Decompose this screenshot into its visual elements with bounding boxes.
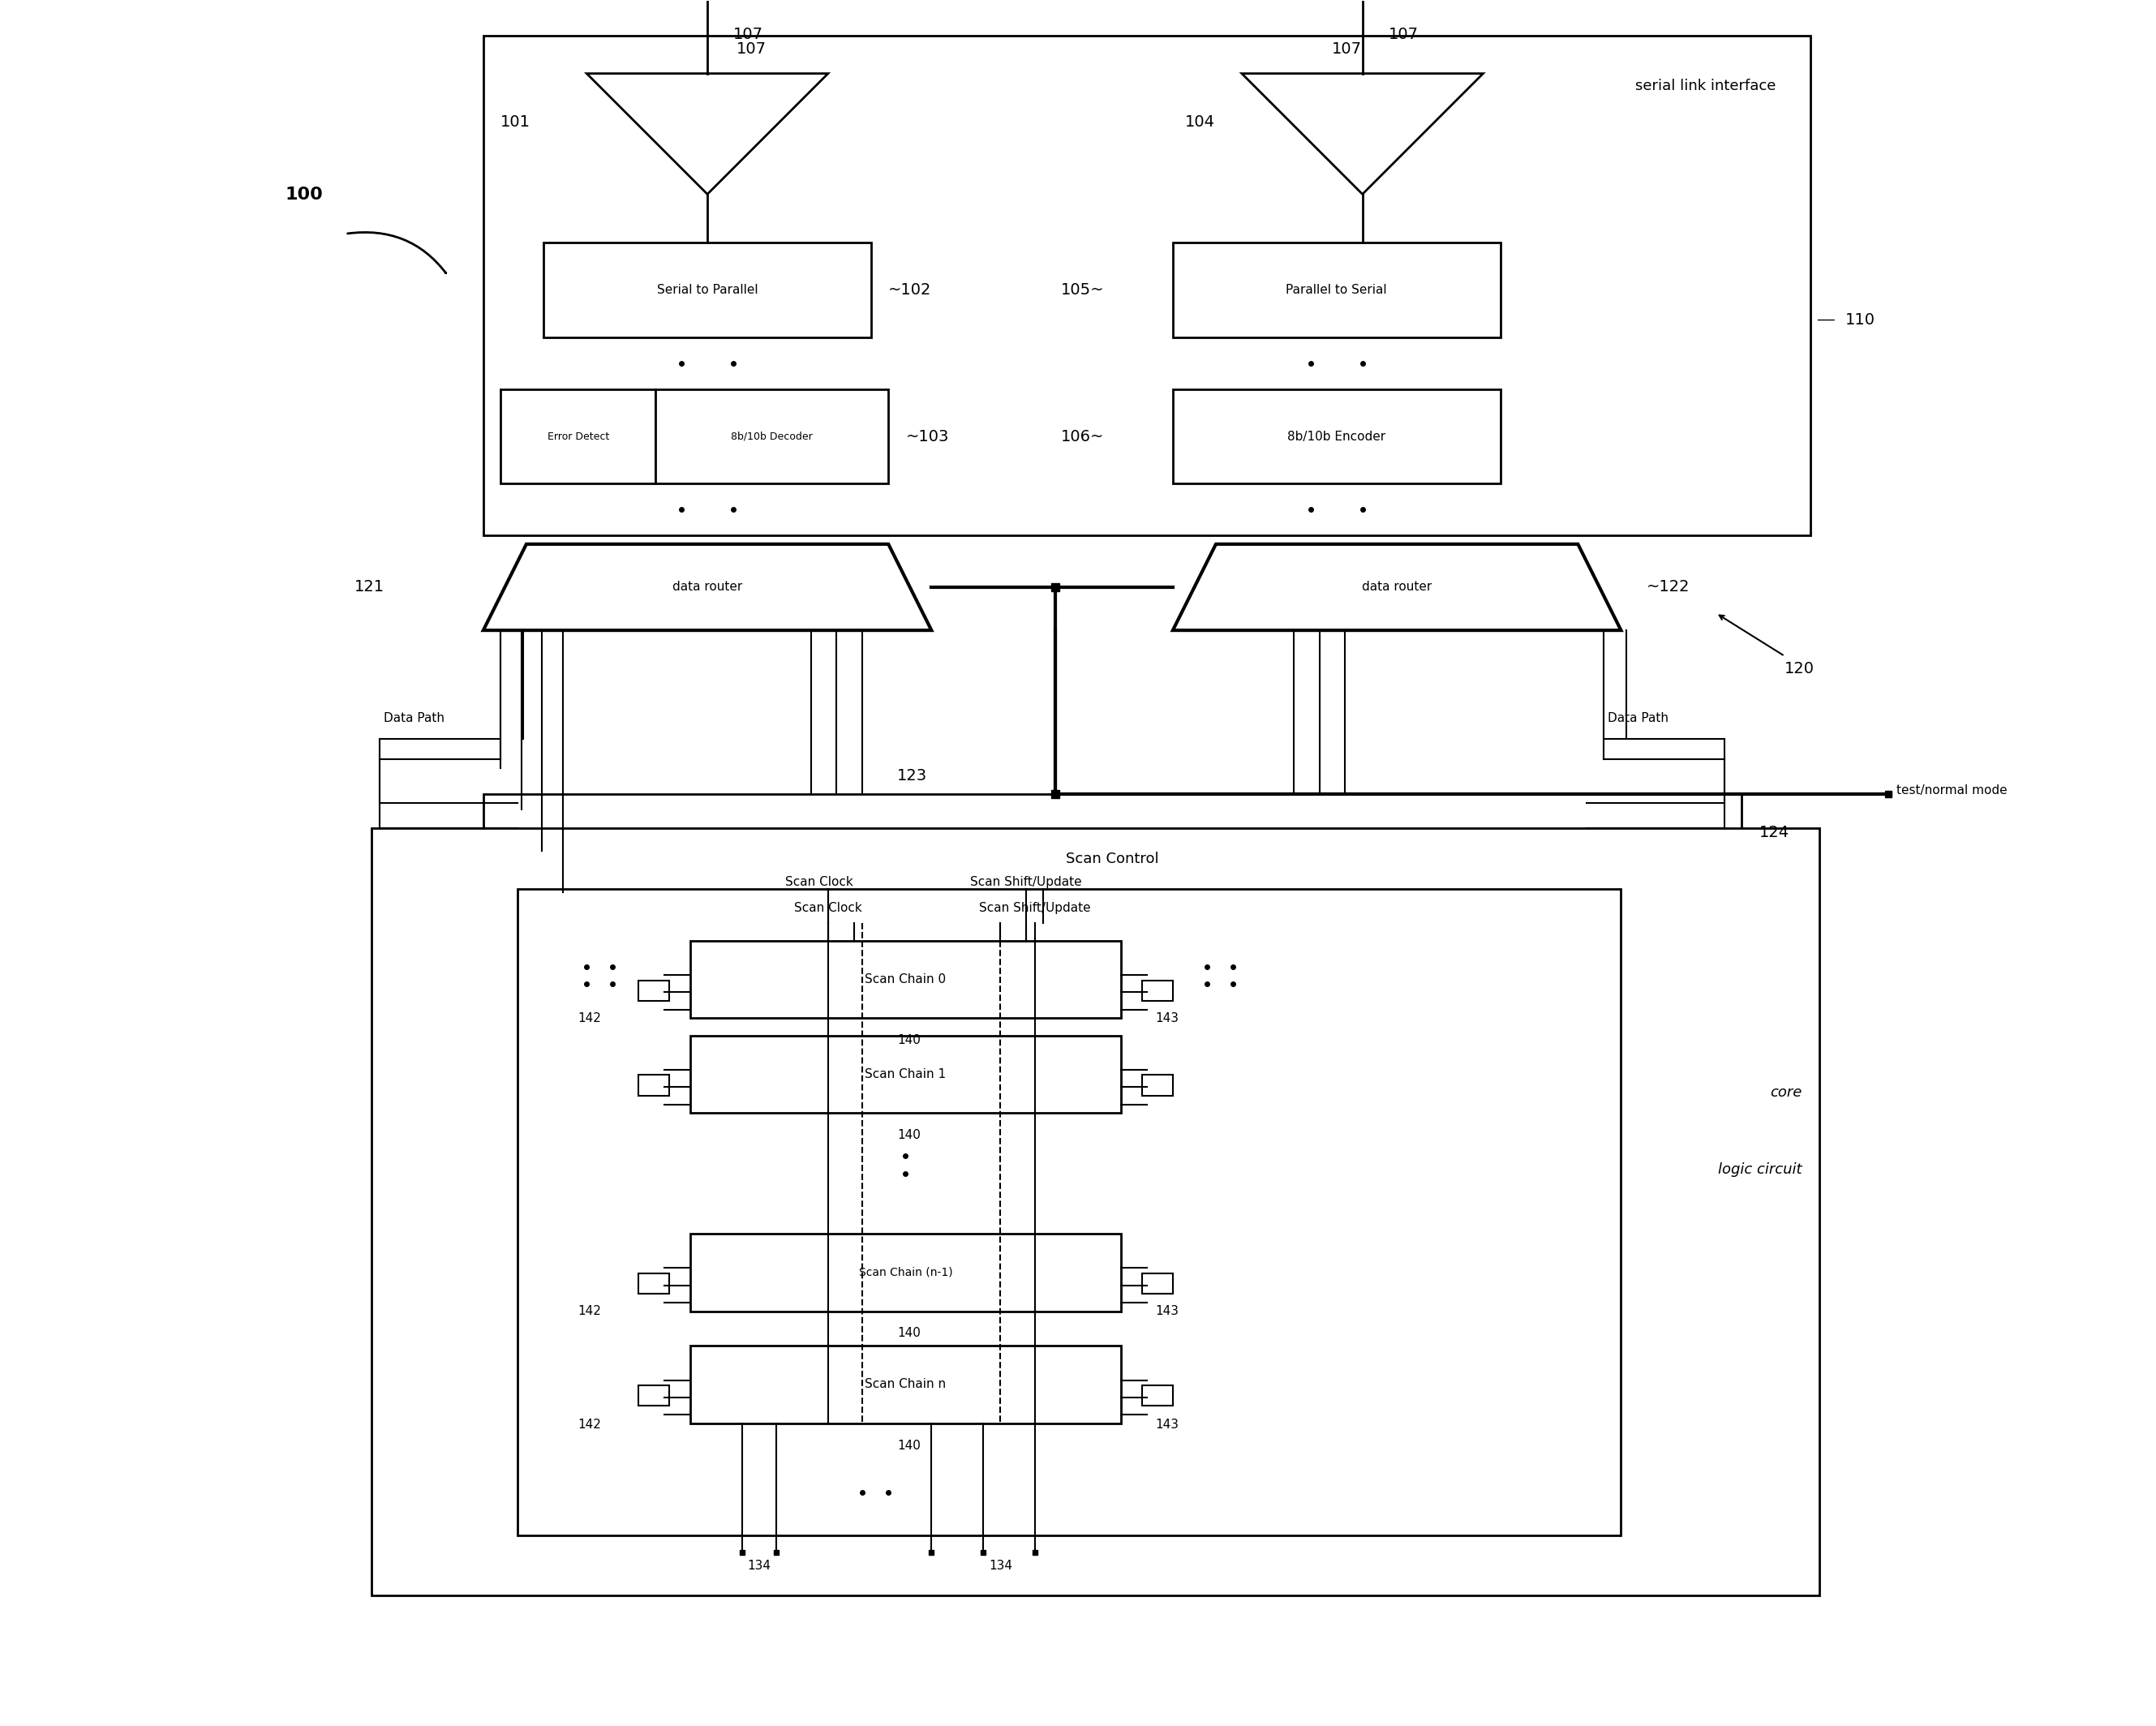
Text: 100: 100 (285, 186, 323, 202)
Text: 143: 143 (1156, 1305, 1179, 1317)
Bar (638, 980, 671, 1001)
Text: 107: 107 (737, 41, 768, 57)
Text: Data Path: Data Path (1608, 711, 1669, 725)
Text: 134: 134 (748, 1560, 772, 1572)
Text: 142: 142 (578, 1305, 602, 1317)
Bar (638, 1386, 671, 1407)
Text: Scan Shift/Update: Scan Shift/Update (970, 875, 1082, 887)
Text: 123: 123 (897, 768, 927, 784)
Text: 8b/10b Decoder: 8b/10b Decoder (731, 432, 813, 442)
Bar (483, 36, 1811, 535)
Text: 120: 120 (1785, 661, 1815, 677)
Bar (690, 941, 1121, 1018)
Text: 110: 110 (1846, 312, 1876, 328)
Text: ~122: ~122 (1647, 580, 1690, 595)
Bar (655, 388, 888, 483)
Bar (543, 242, 871, 337)
Text: 140: 140 (897, 1327, 921, 1339)
Text: Scan Shift/Update: Scan Shift/Update (979, 901, 1091, 913)
Bar (517, 889, 1621, 1534)
Text: 104: 104 (1186, 114, 1214, 129)
Text: 107: 107 (1332, 41, 1360, 57)
Polygon shape (1173, 544, 1621, 630)
Text: Scan Chain 0: Scan Chain 0 (865, 973, 946, 986)
Text: data router: data router (673, 582, 742, 594)
Text: Error Detect: Error Detect (548, 432, 608, 442)
Text: Scan Clock: Scan Clock (793, 901, 862, 913)
Bar (500, 388, 655, 483)
Text: 107: 107 (1388, 28, 1419, 43)
Bar (1143, 1274, 1173, 1294)
Bar (371, 828, 1820, 1595)
Text: 107: 107 (733, 28, 763, 43)
Text: 143: 143 (1156, 1419, 1179, 1431)
Polygon shape (483, 544, 931, 630)
Text: Scan Chain n: Scan Chain n (865, 1379, 946, 1391)
Text: Scan Chain (n-1): Scan Chain (n-1) (858, 1267, 953, 1277)
Text: Parallel to Serial: Parallel to Serial (1285, 283, 1386, 295)
FancyArrowPatch shape (347, 233, 446, 273)
Text: core: core (1770, 1086, 1802, 1099)
Text: Data Path: Data Path (384, 711, 444, 725)
Text: 140: 140 (897, 1034, 921, 1046)
Bar (1173, 388, 1501, 483)
Text: data router: data router (1363, 582, 1432, 594)
Text: Scan Clock: Scan Clock (785, 875, 854, 887)
Text: 124: 124 (1759, 825, 1789, 841)
Text: ~102: ~102 (888, 281, 931, 297)
Bar (1143, 1386, 1173, 1407)
Text: 140: 140 (897, 1129, 921, 1141)
Text: 121: 121 (354, 580, 384, 595)
Bar (1173, 242, 1501, 337)
Text: 105~: 105~ (1061, 281, 1104, 297)
Text: 140: 140 (897, 1439, 921, 1452)
Bar (690, 1036, 1121, 1113)
Polygon shape (1242, 74, 1483, 195)
Text: 8b/10b Encoder: 8b/10b Encoder (1287, 430, 1386, 442)
Text: Scan Control: Scan Control (1065, 851, 1160, 866)
Text: 142: 142 (578, 1011, 602, 1024)
Bar (638, 1274, 671, 1294)
Text: 134: 134 (990, 1560, 1011, 1572)
Text: Serial to Parallel: Serial to Parallel (658, 283, 759, 295)
Text: 101: 101 (500, 114, 530, 129)
Bar (638, 1075, 671, 1096)
Polygon shape (586, 74, 828, 195)
Text: ~103: ~103 (906, 428, 949, 444)
Text: 142: 142 (578, 1419, 602, 1431)
Text: test/normal mode: test/normal mode (1897, 785, 2007, 797)
Text: 106~: 106~ (1061, 428, 1104, 444)
Bar (690, 1234, 1121, 1312)
Text: 143: 143 (1156, 1011, 1179, 1024)
Text: Scan Chain 1: Scan Chain 1 (865, 1068, 946, 1080)
Bar (1143, 980, 1173, 1001)
Bar (690, 1346, 1121, 1424)
Bar (1143, 1075, 1173, 1096)
Text: logic circuit: logic circuit (1718, 1162, 1802, 1177)
Text: serial link interface: serial link interface (1636, 79, 1777, 93)
Bar (483, 794, 1742, 923)
